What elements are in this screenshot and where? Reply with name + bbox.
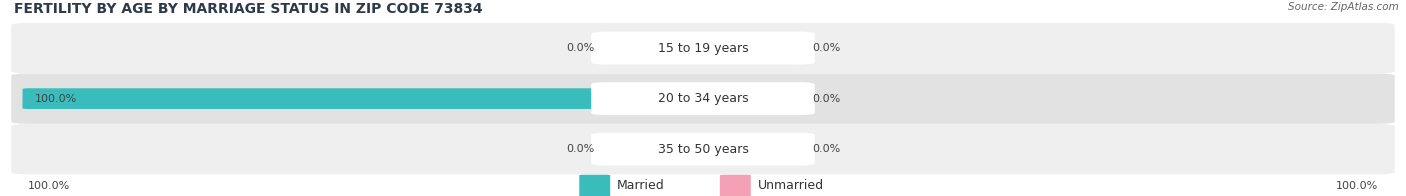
Text: 0.0%: 0.0%	[565, 144, 593, 154]
Text: 100.0%: 100.0%	[28, 181, 70, 191]
Text: 100.0%: 100.0%	[1336, 181, 1378, 191]
Text: 0.0%: 0.0%	[813, 144, 841, 154]
FancyBboxPatch shape	[591, 32, 815, 65]
FancyBboxPatch shape	[579, 175, 610, 196]
FancyBboxPatch shape	[591, 82, 815, 115]
Text: 0.0%: 0.0%	[813, 43, 841, 53]
Text: 35 to 50 years: 35 to 50 years	[658, 143, 748, 156]
Text: 0.0%: 0.0%	[565, 43, 593, 53]
FancyBboxPatch shape	[673, 139, 707, 159]
Text: 20 to 34 years: 20 to 34 years	[658, 92, 748, 105]
FancyBboxPatch shape	[699, 88, 733, 109]
Text: Married: Married	[617, 179, 665, 192]
FancyBboxPatch shape	[673, 38, 707, 58]
FancyBboxPatch shape	[699, 38, 733, 58]
Text: 0.0%: 0.0%	[813, 94, 841, 104]
Text: Unmarried: Unmarried	[758, 179, 824, 192]
Text: 100.0%: 100.0%	[35, 94, 77, 104]
FancyBboxPatch shape	[699, 139, 733, 159]
FancyBboxPatch shape	[11, 124, 1395, 174]
FancyBboxPatch shape	[591, 133, 815, 166]
Text: Source: ZipAtlas.com: Source: ZipAtlas.com	[1288, 2, 1399, 12]
Text: FERTILITY BY AGE BY MARRIAGE STATUS IN ZIP CODE 73834: FERTILITY BY AGE BY MARRIAGE STATUS IN Z…	[14, 2, 482, 16]
FancyBboxPatch shape	[720, 175, 751, 196]
FancyBboxPatch shape	[11, 23, 1395, 73]
FancyBboxPatch shape	[11, 74, 1395, 124]
FancyBboxPatch shape	[22, 88, 709, 109]
Text: 15 to 19 years: 15 to 19 years	[658, 42, 748, 55]
